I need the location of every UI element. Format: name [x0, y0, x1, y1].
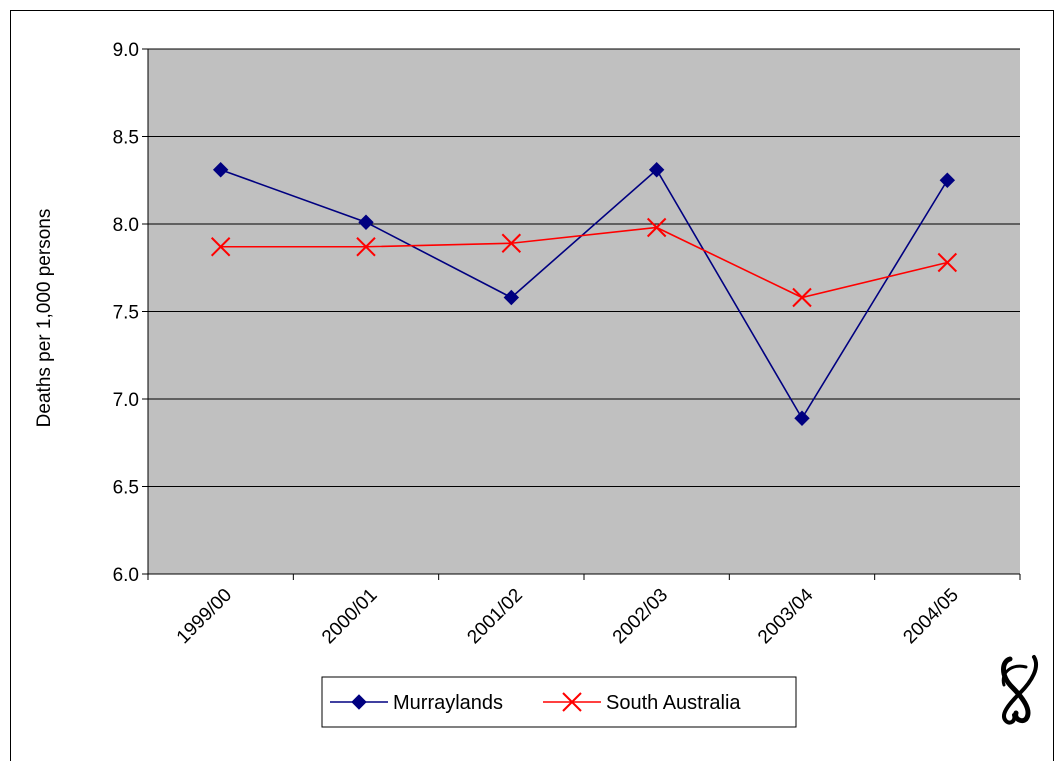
data-point-diamond [794, 410, 810, 426]
chart-frame [10, 10, 1054, 761]
y-tick-label: 9.0 [113, 40, 139, 61]
legend-marker-x [562, 692, 582, 712]
y-tick-label: 6.0 [113, 565, 139, 586]
x-tick-label: 1999/00 [173, 585, 236, 648]
legend-label: South Australia [606, 692, 741, 714]
data-point-diamond [212, 162, 229, 178]
y-tick-label: 7.0 [113, 390, 139, 411]
x-tick-label: 2004/05 [899, 585, 962, 648]
x-axis-ticks: 1999/00 2000/01 2001/02 2002/03 2003/04 2004/… [147, 574, 1021, 648]
series-group [210, 162, 958, 426]
y-tick-label: 8.0 [113, 215, 139, 236]
legend-marker-diamond [351, 694, 367, 710]
y-axis-title: Deaths per 1,000 persons [34, 209, 55, 428]
x-tick-label: 2002/03 [609, 585, 672, 648]
data-point-diamond [939, 172, 956, 188]
series-murraylands [212, 162, 956, 426]
y-tick-label: 8.5 [113, 128, 139, 149]
series-line [220, 168, 949, 420]
data-point-x [646, 217, 667, 238]
series-south-australia [210, 217, 958, 308]
y-tick-label: 6.5 [113, 478, 139, 499]
data-point-diamond [358, 214, 374, 230]
series-line [220, 226, 948, 299]
data-point-x [792, 287, 812, 308]
data-point-diamond [503, 289, 520, 306]
y-axis-ticks: 6.0 6.5 7.0 7.5 8.0 8.5 9.0 [113, 40, 148, 586]
gridlines [148, 48, 1020, 487]
data-point-x [501, 233, 522, 253]
data-point-diamond [648, 162, 665, 178]
x-tick-label: 2000/01 [318, 585, 381, 648]
swirl-logo-icon [1001, 655, 1039, 725]
data-point-x [937, 252, 958, 273]
data-point-x [356, 237, 376, 257]
x-tick-label: 2001/02 [463, 585, 526, 648]
legend-label: Murraylands [393, 692, 503, 714]
legend: Murraylands South Australia [321, 676, 797, 728]
x-tick-label: 2003/04 [754, 584, 818, 648]
data-point-x [210, 237, 231, 257]
y-tick-label: 7.5 [113, 303, 139, 324]
